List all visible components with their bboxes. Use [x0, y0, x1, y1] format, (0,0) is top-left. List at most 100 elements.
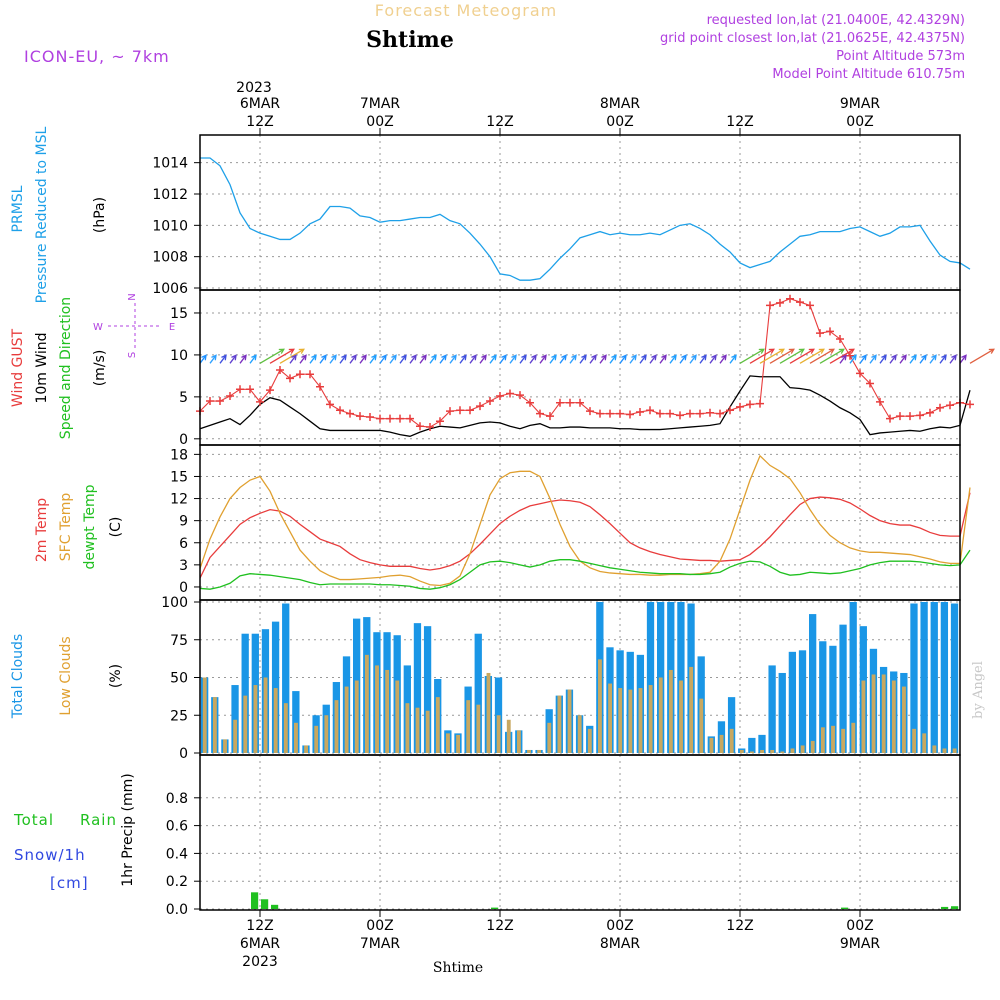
wind-arrow-head: [838, 348, 845, 354]
gust-marker: [846, 351, 854, 360]
low-cloud-bar: [628, 689, 633, 753]
cloud-labels: Total Clouds Low Clouds (%): [10, 634, 124, 719]
y-tick-label: 50: [170, 671, 188, 687]
wind-arrow: [439, 354, 447, 364]
total-cloud-bar: [829, 645, 837, 753]
low-cloud-bar: [577, 715, 582, 753]
wind-arrow-head: [551, 354, 557, 361]
wind-arrow: [309, 354, 317, 364]
wind-arrow-head: [321, 354, 327, 361]
low-cloud-bar: [709, 737, 714, 753]
low-cloud-bar: [354, 680, 359, 753]
top-tick-label: 12Z: [246, 114, 273, 130]
low-cloud-bar: [567, 689, 572, 753]
gust-marker: [676, 411, 684, 420]
y-tick-label: 1012: [152, 187, 188, 203]
wind-arrow-head: [651, 354, 657, 361]
wind-arrow: [269, 348, 295, 364]
wind-arrow-head: [201, 354, 207, 361]
wind-speed-dir-label: Speed and Direction: [58, 297, 74, 439]
wind-arrow-head: [371, 354, 377, 361]
gust-marker: [776, 298, 784, 307]
low-cloud-bar: [902, 686, 906, 753]
wind-arrow-head: [931, 354, 937, 361]
chart-title: Forecast Meteogram: [375, 1, 557, 20]
bottom-tick-label: 12Z: [486, 918, 513, 934]
gust-marker: [826, 327, 834, 336]
compass-w: W: [93, 322, 103, 333]
wind-arrow-head: [511, 354, 517, 361]
low-clouds-label: Low Clouds: [58, 636, 74, 715]
top-tick-label: 00Z: [366, 114, 393, 130]
compass-e: E: [169, 322, 175, 333]
grid-coords: grid point closest lon,lat (21.0625E, 42…: [660, 31, 965, 46]
rain-bar: [491, 907, 499, 909]
gust-marker: [376, 414, 384, 423]
low-cloud-bar: [243, 695, 248, 753]
gust-marker: [646, 406, 654, 415]
wind-arrow: [769, 348, 795, 364]
compass-n: N: [127, 293, 138, 300]
wind-arrow: [559, 354, 567, 364]
precip-labels: Total Rain Snow/1h [cm] 1hr Precip (mm): [13, 773, 136, 892]
wind-arrow-head: [661, 354, 667, 361]
temp-sfc-label: SFC Temp: [58, 493, 74, 562]
gust-marker: [306, 370, 314, 379]
y-tick-label: 0: [179, 432, 188, 448]
wind-arrow: [399, 354, 407, 364]
gust-marker: [366, 412, 374, 421]
low-cloud-bar: [273, 688, 278, 753]
wind-arrow-head: [701, 354, 707, 361]
rain-bar: [271, 904, 279, 909]
low-cloud-bar: [294, 722, 298, 753]
panel-frame: [199, 444, 961, 601]
compass-rose: N S W E: [93, 293, 175, 358]
wind-arrow-head: [631, 354, 637, 361]
data-layer: [196, 157, 995, 909]
wind-arrow-head: [681, 354, 687, 361]
y-tick-label: 18: [170, 447, 188, 463]
compass-s: S: [127, 352, 138, 358]
pressure-label-msl: Pressure Reduced to MSL: [34, 126, 50, 303]
y-tick-label: 10: [170, 348, 188, 364]
precip-snow-label: Snow/1h: [14, 846, 86, 864]
total-cloud-bar: [758, 734, 766, 753]
wind-arrow: [799, 348, 825, 364]
total-cloud-bar: [778, 672, 786, 753]
wind-arrow: [259, 348, 285, 364]
low-cloud-bar: [598, 659, 602, 753]
low-cloud-bar: [831, 725, 835, 753]
bottom-tick-label: 00Z: [606, 918, 633, 934]
wind-arrow: [589, 354, 597, 364]
wind-speed-line: [199, 375, 971, 437]
wind-arrow-head: [731, 354, 737, 361]
low-cloud-bar: [202, 677, 207, 753]
gust-marker: [396, 414, 404, 423]
wind-arrow: [489, 354, 497, 364]
y-tick-label: 12: [170, 492, 188, 508]
gust-marker: [666, 409, 674, 418]
wind-arrow: [809, 348, 835, 364]
wind-arrow-head: [521, 354, 527, 361]
wind-arrow: [759, 348, 785, 364]
gust-marker: [936, 403, 944, 412]
y-tick-label: 1006: [152, 281, 188, 297]
gust-marker: [656, 409, 664, 418]
wind-arrow-head: [421, 354, 427, 361]
gust-marker: [476, 402, 484, 411]
wind-arrow-head: [591, 354, 597, 361]
wind-arrow-head: [941, 354, 947, 361]
wind-arrow: [779, 348, 805, 364]
y-tick-label: 9: [179, 514, 188, 530]
low-cloud-bar: [385, 669, 390, 753]
wind-arrow: [739, 348, 765, 364]
gust-marker: [386, 414, 394, 423]
wind-arrow-head: [391, 354, 397, 361]
grid-layer: [200, 135, 960, 910]
wind-arrow-head: [231, 354, 237, 361]
total-cloud-bar: [849, 602, 857, 753]
low-cloud-bar: [212, 697, 217, 753]
total-cloud-bar: [231, 685, 239, 753]
low-cloud-bar: [810, 740, 815, 753]
wind-arrow: [869, 354, 877, 364]
